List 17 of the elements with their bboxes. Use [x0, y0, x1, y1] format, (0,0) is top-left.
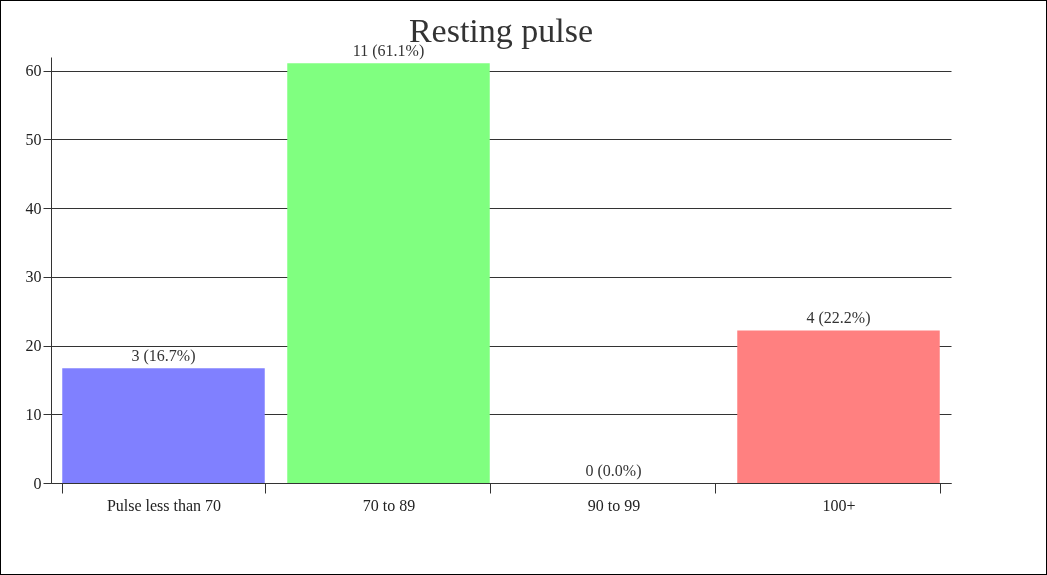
- x-tick-label: 100+: [822, 496, 856, 514]
- data-label: 4 (22.2%): [806, 309, 871, 328]
- x-tick-label: 70 to 89: [362, 496, 416, 514]
- bar: [62, 368, 265, 483]
- y-tick-label: 40: [25, 199, 42, 217]
- data-label: 3 (16.7%): [131, 347, 196, 366]
- bar: [287, 63, 490, 483]
- data-label: 0 (0.0%): [585, 462, 642, 480]
- x-tick-label: Pulse less than 70: [106, 496, 222, 514]
- y-tick-label: 10: [25, 405, 42, 423]
- y-tick-label: 0: [33, 474, 42, 492]
- bar: [737, 330, 940, 483]
- y-tick-label: 60: [25, 62, 42, 80]
- x-tick-label: 90 to 99: [587, 496, 641, 514]
- y-tick-label: 30: [25, 268, 42, 286]
- y-tick-label: 50: [25, 130, 42, 148]
- y-tick-label: 20: [25, 337, 42, 355]
